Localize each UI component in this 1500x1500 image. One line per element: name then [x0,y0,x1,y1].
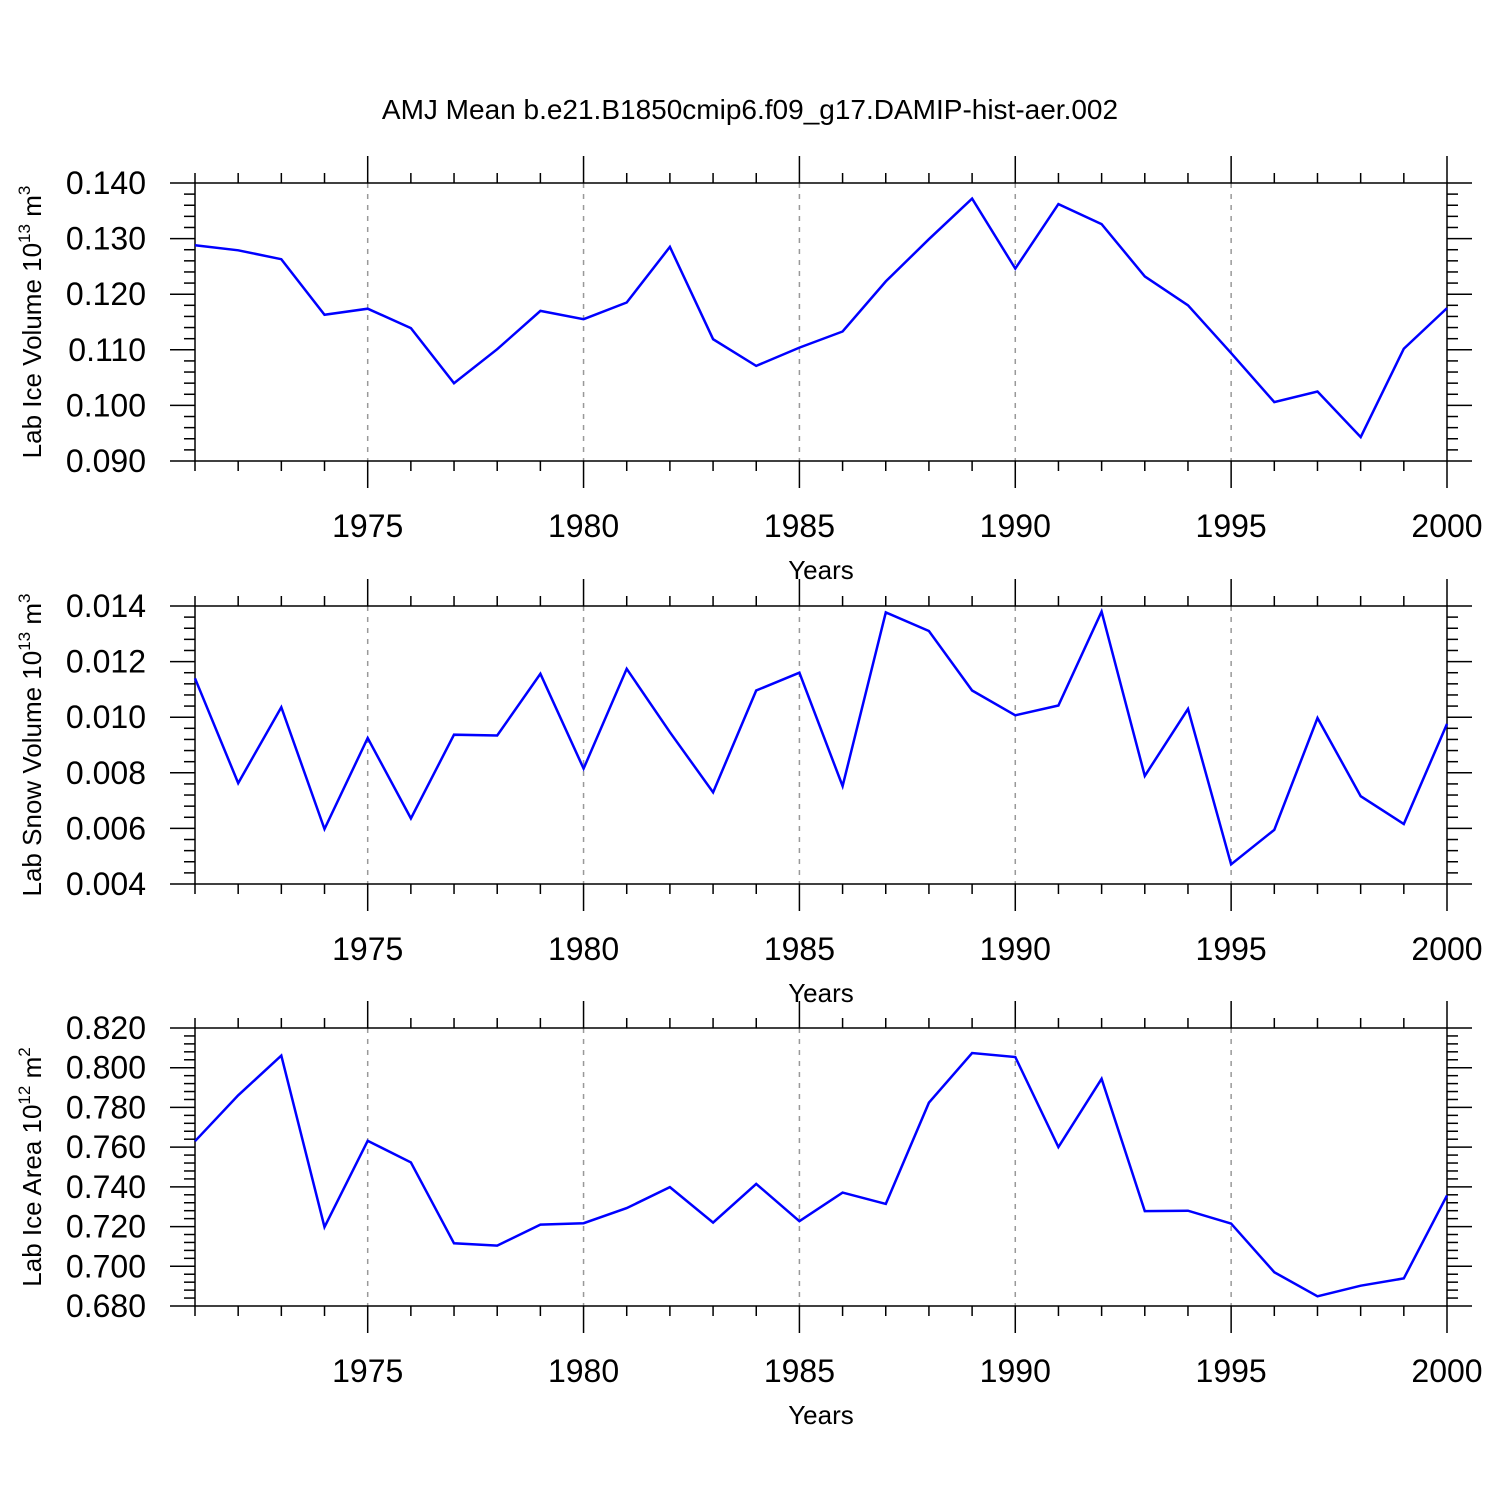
x-tick-label: 1985 [764,508,835,544]
x-tick-label: 1980 [548,1353,619,1389]
x-tick-label: 1985 [764,931,835,967]
y-tick-label: 0.140 [66,165,146,201]
x-tick-label: 2000 [1411,1353,1482,1389]
x-tick-label: 1975 [332,1353,403,1389]
y-tick-label: 0.780 [66,1089,146,1125]
y-tick-label: 0.700 [66,1248,146,1284]
y-tick-label: 0.740 [66,1169,146,1205]
x-tick-label: 1980 [548,931,619,967]
y-axis-label: Lab Ice Volume 1013 m3 [15,186,47,459]
series-line [193,607,1449,867]
x-tick-label: 2000 [1411,931,1482,967]
y-tick-label: 0.820 [66,1010,146,1046]
y-axis-label: Lab Ice Area 1012 m2 [15,1047,47,1286]
y-tick-label: 0.120 [66,276,146,312]
y-tick-label: 0.800 [66,1050,146,1086]
x-tick-label: 1990 [980,508,1051,544]
x-tick-label: 1995 [1196,931,1267,967]
y-axis-label: Lab Snow Volume 1013 m3 [15,593,47,896]
y-tick-label: 0.130 [66,221,146,257]
x-tick-label: 1980 [548,508,619,544]
x-axis-label: Years [788,555,854,585]
x-axis-label: Years [788,978,854,1008]
panels: 0.090 0.100 0.110 0.120 0.130 0.140 1975 1980 19… [15,156,1483,1430]
x-tick-label: 1975 [332,931,403,967]
plot-frame [194,1027,1448,1307]
x-axis-label: Years [788,1400,854,1430]
x-tick-label: 1975 [332,508,403,544]
figure-title: AMJ Mean b.e21.B1850cmip6.f09_g17.DAMIP-… [382,94,1118,125]
x-tick-label: 1990 [980,931,1051,967]
panel-1: 0.090 0.100 0.110 0.120 0.130 0.140 1975 1980 19… [15,156,1483,585]
y-tick-label: 0.004 [66,866,146,902]
y-tick-label: 0.680 [66,1288,146,1324]
x-tick-label: 1995 [1196,1353,1267,1389]
y-tick-label: 0.010 [66,699,146,735]
x-tick-label: 2000 [1411,508,1482,544]
y-tick-label: 0.100 [66,387,146,423]
series-line [194,196,1448,440]
y-tick-label: 0.006 [66,810,146,846]
x-tick-label: 1985 [764,1353,835,1389]
y-tick-label: 0.012 [66,644,146,680]
x-tick-label: 1995 [1196,508,1267,544]
x-tick-label: 1990 [980,1353,1051,1389]
y-tick-label: 0.090 [66,443,146,479]
y-tick-label: 0.008 [66,755,146,791]
y-tick-label: 0.014 [66,588,146,624]
y-tick-label: 0.110 [68,332,146,368]
plot-frame [194,182,1448,462]
series-line [194,1051,1449,1298]
y-tick-label: 0.720 [66,1209,146,1245]
panel-2: 0.004 0.006 0.008 0.010 0.012 0.014 1975 1980 19… [15,579,1483,1008]
y-tick-label: 0.760 [66,1129,146,1165]
plot-frame [194,605,1448,885]
